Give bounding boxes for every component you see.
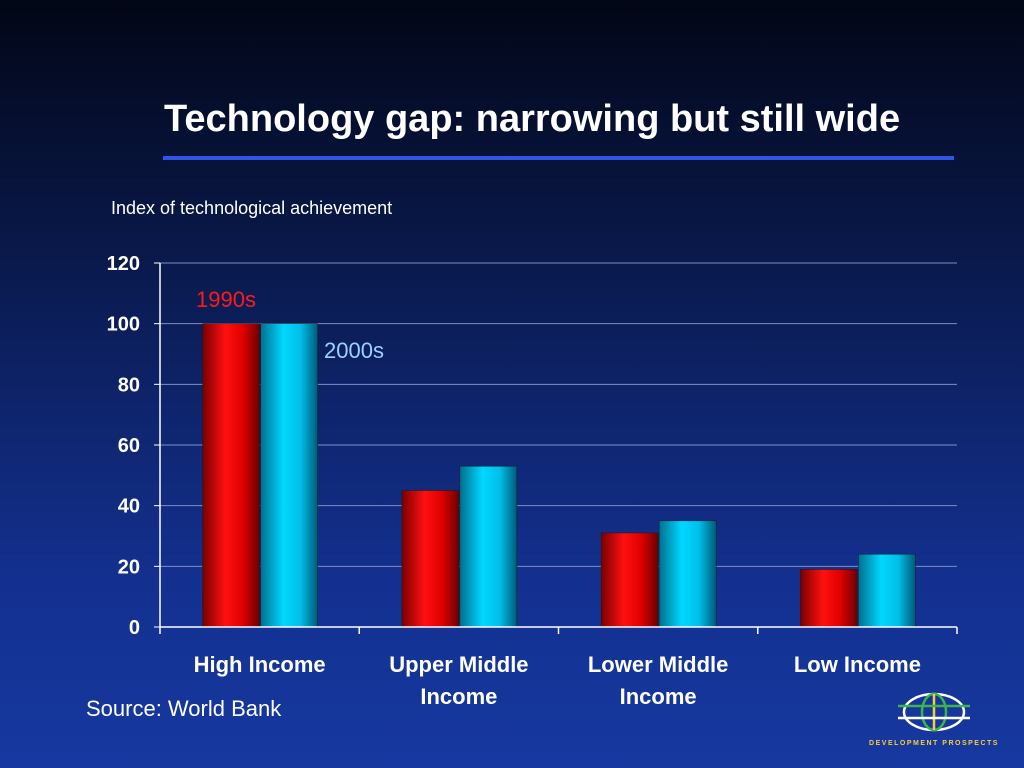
labels: 0 20 40 60 80 100 120 High Income Upper Middle In…: [107, 253, 921, 709]
bar-1990s-2: [600, 532, 659, 628]
slide-title: Technology gap: narrowing but still wide: [164, 98, 901, 140]
x-category-label: Lower Middle: [588, 652, 729, 677]
bar-2000s-1: [459, 465, 518, 628]
bar-1990s-0: [202, 323, 260, 628]
bar-2000s-2: [658, 520, 717, 628]
axes: [154, 262, 958, 634]
y-tick-label: 60: [118, 435, 140, 457]
series-label-2000s: 2000s: [324, 338, 384, 363]
logo-text: DEVELOPMENT PROSPECTS: [869, 740, 999, 747]
y-tick-label: 100: [107, 314, 140, 336]
x-category-label: Upper Middle: [389, 652, 528, 677]
y-tick-label: 20: [118, 556, 140, 578]
x-category-label: Income: [420, 684, 497, 709]
bar-2000s-3: [858, 553, 916, 628]
x-category-label: Income: [620, 684, 697, 709]
y-tick-label: 120: [107, 253, 140, 275]
x-category-label: High Income: [194, 652, 326, 677]
y-tick-label: 80: [118, 374, 140, 396]
bar-1990s-3: [800, 569, 858, 628]
series-label-1990s: 1990s: [196, 287, 256, 312]
bars: [202, 323, 916, 628]
y-tick-label: 40: [118, 496, 140, 518]
bar-2000s-0: [260, 323, 318, 628]
globe-icon: [898, 692, 970, 732]
development-prospects-logo: DEVELOPMENT PROSPECTS: [868, 690, 1000, 752]
bar-1990s-1: [401, 490, 460, 628]
title-underline: [163, 156, 954, 160]
y-tick-label: 0: [129, 617, 140, 639]
source-note: Source: World Bank: [86, 696, 282, 721]
chart-subtitle: Index of technological achievement: [111, 198, 393, 218]
x-category-label: Low Income: [794, 652, 921, 677]
